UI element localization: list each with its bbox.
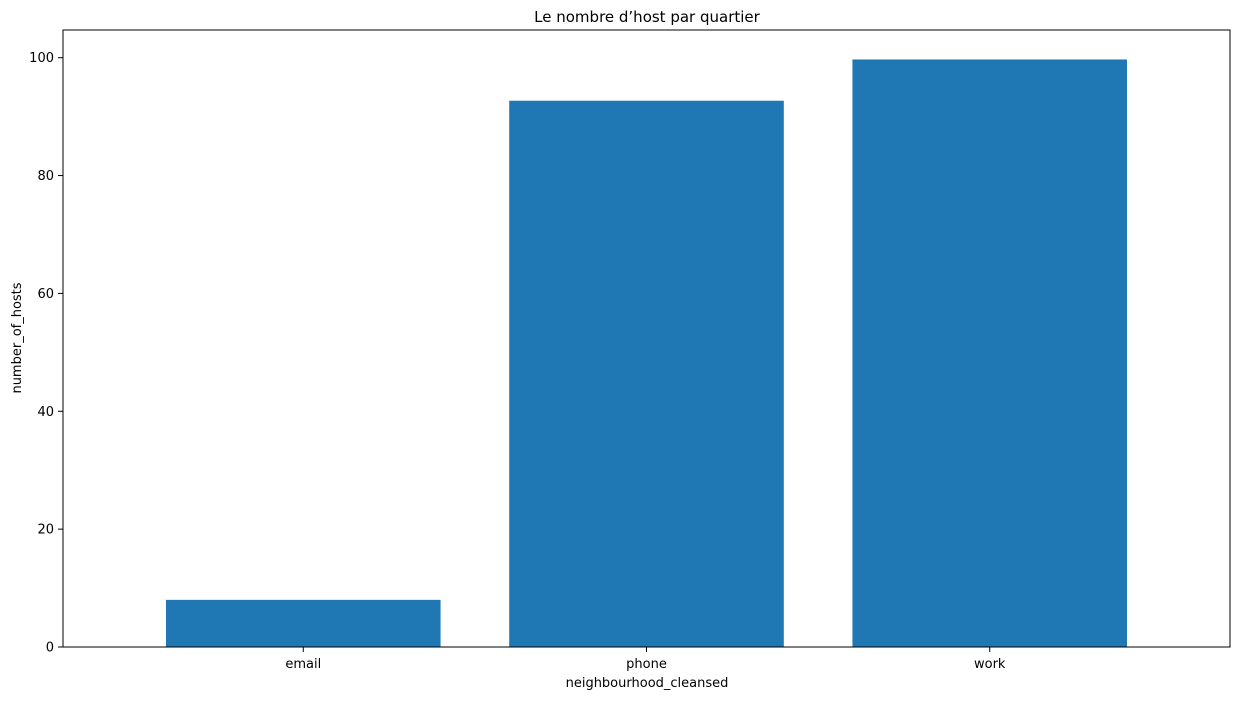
x-tick-label: email: [285, 657, 321, 672]
y-tick-label: 40: [37, 405, 54, 420]
plot-frame: [62, 29, 1231, 648]
y-tick-label: 0: [46, 641, 54, 656]
chart-title: Le nombre d’host par quartier: [534, 8, 760, 26]
y-axis-label: number_of_hosts: [10, 282, 25, 393]
y-tick-label: 60: [37, 287, 54, 302]
x-axis-ticks: email phone work: [285, 647, 1006, 672]
bar-email: [165, 599, 441, 647]
y-tick-label: 80: [37, 169, 54, 184]
x-axis-label: neighbourhood_cleansed: [566, 676, 729, 691]
bars-group: [165, 59, 1128, 648]
bar-work: [852, 59, 1128, 647]
y-tick-label: 20: [37, 523, 54, 538]
x-tick-label: phone: [626, 657, 667, 672]
y-axis-ticks: 0 20 40 60 80 100: [29, 51, 63, 656]
y-tick-label: 100: [29, 51, 54, 66]
bar-phone: [509, 100, 784, 648]
x-tick-label: work: [974, 657, 1006, 672]
